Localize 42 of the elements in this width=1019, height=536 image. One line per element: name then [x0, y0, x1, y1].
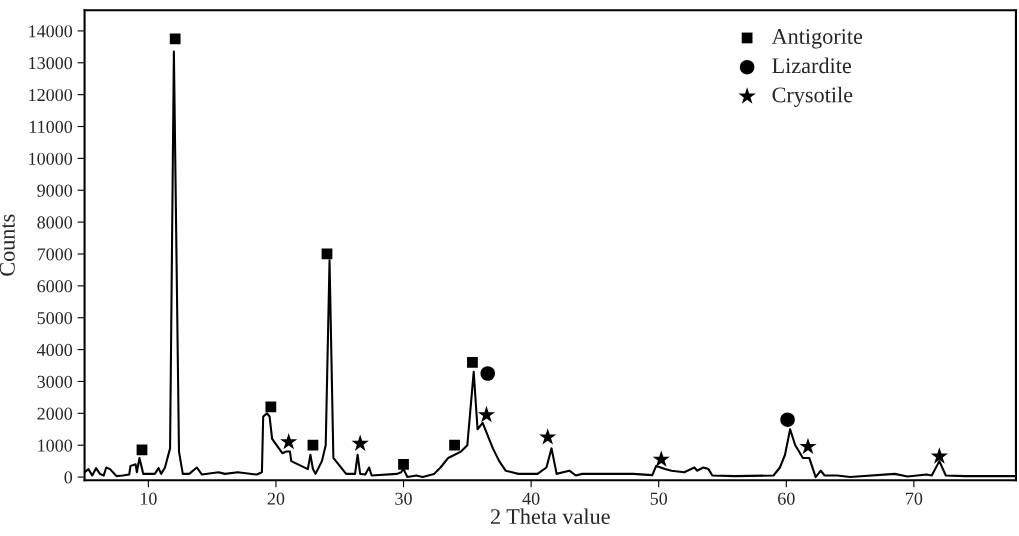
y-tick-label: 9000 [37, 184, 73, 197]
point [398, 458, 409, 470]
point [652, 450, 670, 467]
y-tick-label: 6000 [37, 280, 73, 293]
x-tick-label: 20 [267, 492, 285, 505]
point [477, 405, 496, 423]
x-tick-label: 70 [906, 492, 923, 505]
legend-label: Lizardite [772, 57, 851, 74]
point [265, 401, 277, 413]
point [480, 366, 496, 381]
point [799, 437, 817, 455]
y-tick-label: 0 [64, 471, 73, 484]
legend-label: Antigorite [771, 29, 863, 49]
y-tick-label: 5000 [37, 311, 73, 325]
x-axis-title: 2 Theta value [490, 508, 610, 525]
point [280, 432, 298, 450]
y-tick-label: 10000 [29, 152, 73, 165]
x-tick-label: 50 [650, 492, 668, 505]
point [930, 447, 948, 464]
point [467, 356, 478, 368]
y-tick-label: 8000 [37, 216, 73, 229]
y-tick-label: 14000 [29, 25, 73, 38]
point [351, 434, 369, 451]
legend-label: Crysotile [772, 86, 853, 107]
x-tick-label: 60 [778, 492, 795, 505]
y-tick-label: 11000 [29, 120, 73, 133]
y-axis-title: Counts [0, 214, 15, 276]
point [169, 33, 181, 45]
x-tick-label: 10 [140, 492, 157, 505]
y-tick-label: 4000 [37, 343, 73, 357]
point [449, 439, 460, 451]
y-tick-label: 1000 [38, 439, 73, 452]
point [539, 428, 557, 445]
y-tick-label: 3000 [37, 375, 73, 388]
x-tick-label: 40 [522, 492, 540, 505]
y-tick-label: 13000 [29, 57, 73, 70]
y-tick-label: 7000 [37, 248, 73, 261]
y-tick-label: 12000 [29, 88, 73, 102]
y-tick-label: 2000 [37, 407, 73, 420]
point [307, 439, 319, 451]
point [780, 412, 795, 427]
x-tick-label: 30 [395, 492, 412, 505]
